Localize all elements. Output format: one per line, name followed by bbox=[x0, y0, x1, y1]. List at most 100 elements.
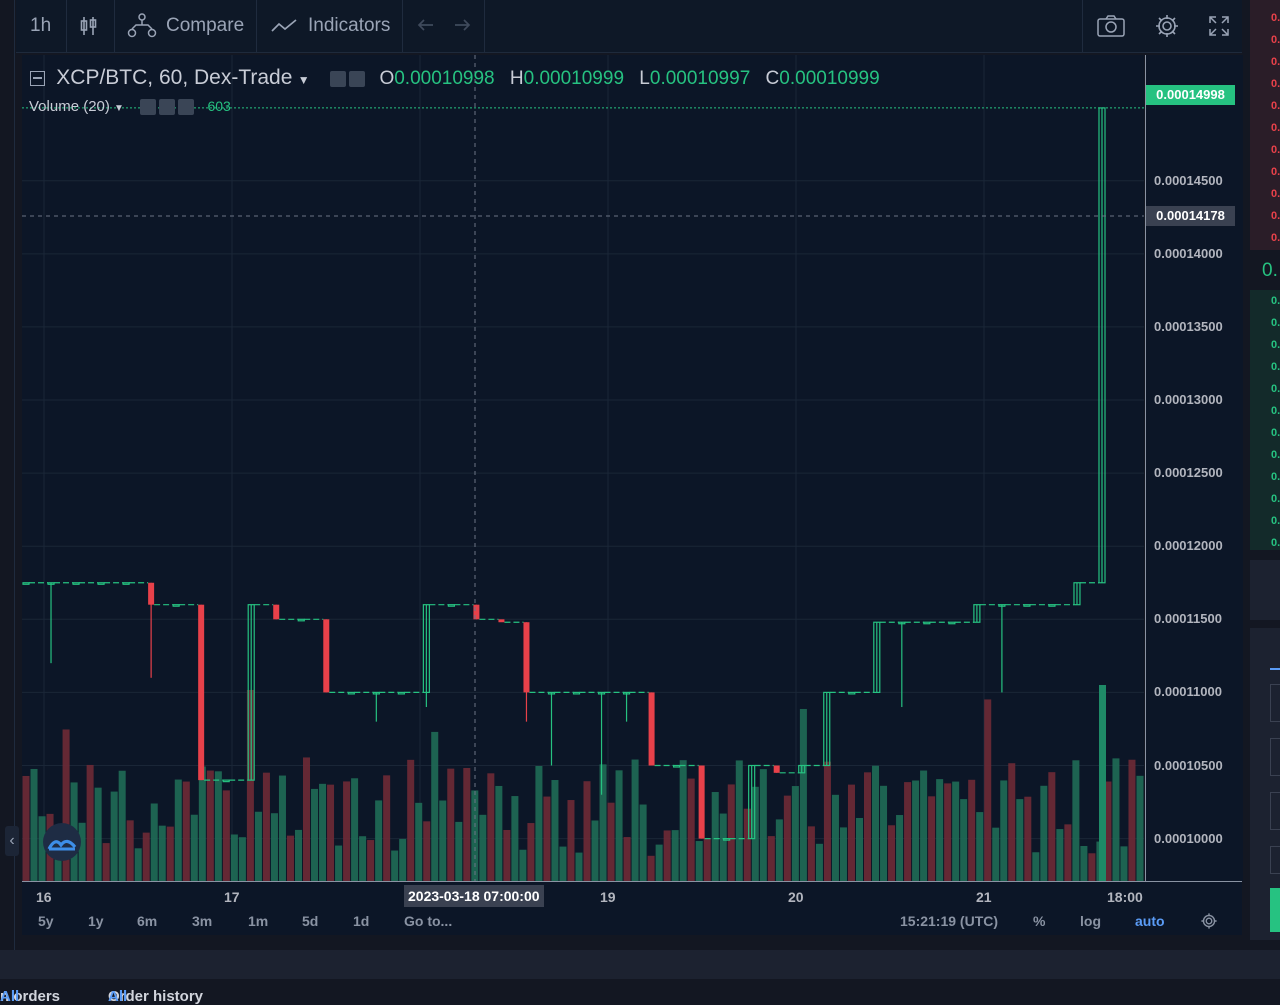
fullscreen-icon bbox=[1209, 16, 1229, 36]
bid-price-cell[interactable]: 0. bbox=[1271, 295, 1280, 307]
bid-price-cell[interactable]: 0. bbox=[1271, 405, 1280, 417]
bid-price-cell[interactable]: 0. bbox=[1271, 493, 1280, 505]
eye-icon[interactable] bbox=[330, 70, 347, 87]
volume-bar bbox=[1072, 760, 1080, 881]
eye-icon[interactable] bbox=[140, 99, 157, 116]
goto-button[interactable]: Go to... bbox=[404, 913, 453, 929]
volume-bar bbox=[1024, 796, 1032, 881]
volume-label[interactable]: Volume (20) bbox=[29, 98, 110, 115]
buy-button[interactable] bbox=[1270, 888, 1280, 932]
volume-bar bbox=[230, 834, 238, 881]
ask-price-cell[interactable]: 0. bbox=[1271, 100, 1280, 112]
bid-price-cell[interactable]: 0. bbox=[1271, 427, 1280, 439]
volume-bar bbox=[1112, 758, 1120, 881]
volume-bar bbox=[423, 821, 431, 881]
symbol-title[interactable]: XCP/BTC, 60, Dex-Trade bbox=[56, 66, 293, 89]
bid-price-cell[interactable]: 0. bbox=[1271, 317, 1280, 329]
ask-price-cell[interactable]: 0. bbox=[1271, 166, 1280, 178]
percent-scale-button[interactable]: % bbox=[1033, 913, 1046, 929]
ask-price-cell[interactable]: 0. bbox=[1271, 210, 1280, 222]
tradingview-logo-icon[interactable] bbox=[43, 823, 81, 861]
range-1y[interactable]: 1y bbox=[88, 913, 104, 929]
volume-bar bbox=[391, 850, 399, 881]
range-1m[interactable]: 1m bbox=[248, 913, 269, 929]
undo-button[interactable] bbox=[416, 0, 436, 52]
bid-price-cell[interactable]: 0. bbox=[1271, 471, 1280, 483]
bid-price-cell[interactable]: 0. bbox=[1271, 537, 1280, 549]
chart-pane[interactable] bbox=[22, 55, 1144, 881]
candle-body bbox=[523, 622, 530, 693]
time-tick: 21 bbox=[976, 889, 992, 905]
ask-price-cell[interactable]: 0. bbox=[1271, 34, 1280, 46]
bid-price-cell[interactable]: 0. bbox=[1271, 515, 1280, 527]
volume-bar bbox=[1000, 780, 1008, 881]
fullscreen-button[interactable] bbox=[1208, 0, 1230, 52]
open-value: 0.00010998 bbox=[394, 68, 495, 89]
bid-price-cell[interactable]: 0. bbox=[1271, 339, 1280, 351]
ask-price-cell[interactable]: 0. bbox=[1271, 122, 1280, 134]
volume-bar bbox=[904, 782, 912, 881]
bid-price-cell[interactable]: 0. bbox=[1271, 361, 1280, 373]
price-tick: 0.00014500 bbox=[1154, 172, 1223, 188]
volume-bar bbox=[952, 781, 960, 881]
time-scale[interactable] bbox=[22, 881, 1242, 910]
volume-bar bbox=[327, 784, 335, 881]
interval-button[interactable]: 1h bbox=[30, 0, 51, 52]
price-scale[interactable] bbox=[1145, 55, 1243, 881]
ask-price-cell[interactable]: 0. bbox=[1271, 78, 1280, 90]
volume-bar bbox=[743, 808, 751, 881]
candle-body bbox=[1048, 604, 1056, 607]
collapse-legend-icon[interactable] bbox=[30, 71, 45, 87]
redo-button[interactable] bbox=[452, 0, 472, 52]
volume-bar bbox=[679, 760, 687, 881]
ask-price-cell[interactable]: 0. bbox=[1271, 12, 1280, 24]
ask-price-cell[interactable]: 0. bbox=[1271, 144, 1280, 156]
candles-icon[interactable] bbox=[78, 0, 100, 52]
volume-dropdown-icon[interactable]: ▼ bbox=[114, 103, 124, 114]
volume-bar bbox=[567, 800, 575, 881]
range-3m[interactable]: 3m bbox=[192, 913, 213, 929]
volume-bar bbox=[695, 841, 703, 881]
bid-price-cell[interactable]: 0. bbox=[1271, 383, 1280, 395]
volume-bar bbox=[1099, 685, 1106, 881]
toolbar-divider bbox=[256, 0, 257, 52]
open-orders-all-link[interactable]: All bbox=[0, 988, 20, 1005]
volume-bar bbox=[1048, 772, 1056, 881]
chart-settings-button[interactable] bbox=[1200, 912, 1218, 933]
ask-price-cell[interactable]: 0. bbox=[1271, 188, 1280, 200]
candle-body bbox=[148, 582, 155, 605]
symbol-dropdown-icon[interactable]: ▼ bbox=[297, 73, 310, 87]
volume-bar bbox=[944, 783, 952, 881]
price-chart[interactable] bbox=[22, 55, 1144, 881]
settings-button[interactable] bbox=[1154, 0, 1180, 52]
range-6m[interactable]: 6m bbox=[137, 913, 158, 929]
price-tick: 0.00011000 bbox=[1154, 684, 1222, 700]
screenshot-button[interactable] bbox=[1096, 0, 1126, 52]
order-history-all-link[interactable]: All bbox=[108, 988, 128, 1005]
utc-clock[interactable]: 15:21:19 (UTC) bbox=[900, 913, 999, 929]
gear-icon[interactable] bbox=[159, 99, 176, 116]
volume-bar bbox=[896, 815, 904, 881]
volume-bar bbox=[575, 852, 583, 881]
gear-icon[interactable] bbox=[349, 70, 366, 87]
ask-price-cell[interactable]: 0. bbox=[1271, 232, 1280, 244]
volume-bar bbox=[783, 795, 791, 881]
volume-bar bbox=[1080, 845, 1088, 881]
volume-bar bbox=[527, 823, 535, 881]
bid-price-cell[interactable]: 0. bbox=[1271, 449, 1280, 461]
range-5d[interactable]: 5d bbox=[302, 913, 319, 929]
volume-bar bbox=[222, 790, 230, 881]
time-tick: 19 bbox=[600, 889, 616, 905]
log-scale-button[interactable]: log bbox=[1080, 913, 1101, 929]
range-5y[interactable]: 5y bbox=[38, 913, 54, 929]
candle-body bbox=[172, 604, 180, 607]
ask-price-cell[interactable]: 0. bbox=[1271, 56, 1280, 68]
close-icon[interactable] bbox=[178, 99, 195, 116]
range-1d[interactable]: 1d bbox=[353, 913, 370, 929]
volume-bar bbox=[62, 729, 70, 881]
compare-button[interactable]: Compare bbox=[126, 0, 244, 52]
indicators-button[interactable]: Indicators bbox=[270, 0, 390, 52]
collapse-toolbar-button[interactable]: ‹ bbox=[5, 826, 19, 856]
volume-bar bbox=[1008, 763, 1016, 881]
auto-scale-button[interactable]: auto bbox=[1135, 913, 1165, 929]
